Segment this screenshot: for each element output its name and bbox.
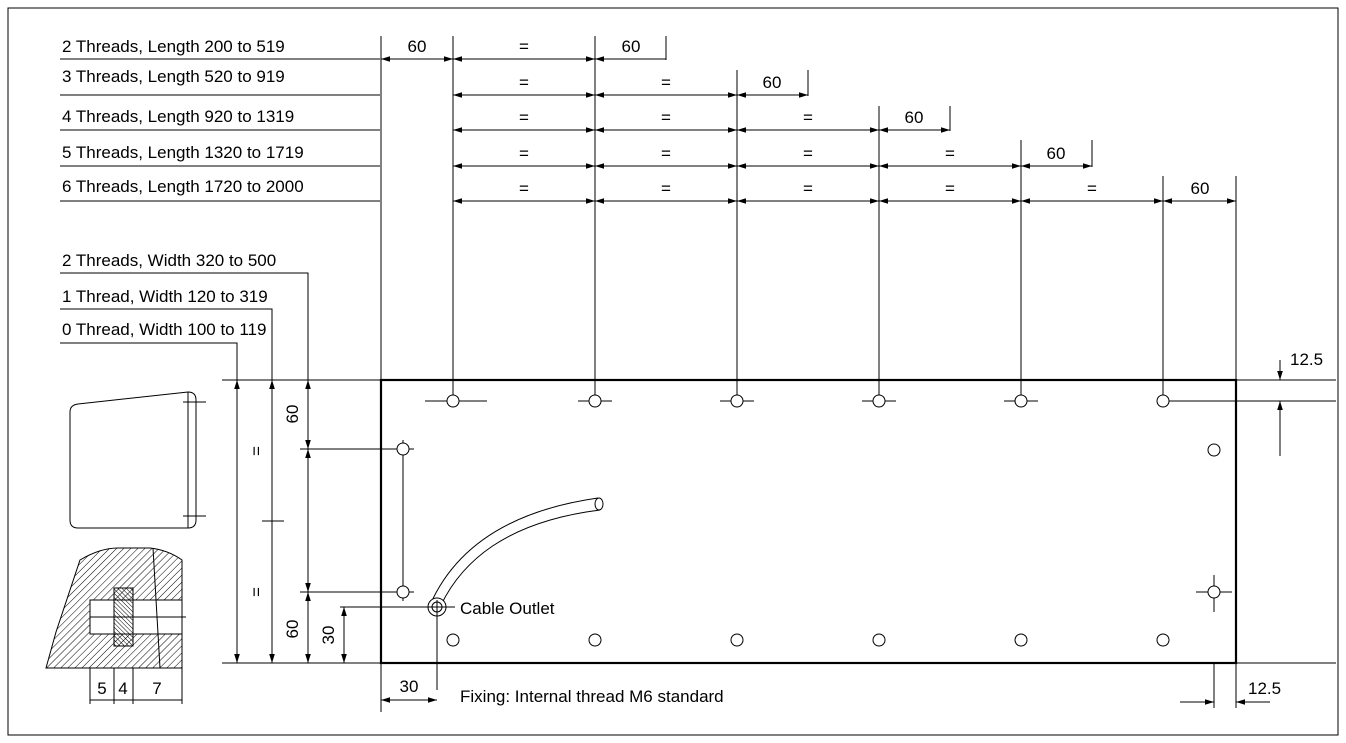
bottom-30-label: 30 bbox=[400, 677, 419, 696]
thread-hole bbox=[588, 394, 602, 408]
length-row-label-6: 6 Threads, Length 1720 to 2000 bbox=[62, 177, 304, 196]
length-dimension-arrows bbox=[381, 56, 1236, 204]
row6-seg-1: = bbox=[519, 179, 529, 198]
right-side-hole bbox=[1207, 443, 1221, 457]
row4-seg-4: 60 bbox=[905, 108, 924, 127]
section-dim-4: 4 bbox=[118, 679, 127, 698]
row5-seg-3: = bbox=[803, 144, 813, 163]
left-side-holes bbox=[300, 440, 414, 601]
row3-seg-1: = bbox=[519, 73, 529, 92]
top-12-5-label: 12.5 bbox=[1290, 350, 1323, 369]
row6-seg-5: = bbox=[1087, 179, 1097, 198]
row6-seg-4: = bbox=[945, 179, 955, 198]
row6-seg-2: = bbox=[661, 179, 671, 198]
drawing-frame bbox=[7, 7, 1339, 736]
section-view bbox=[45, 547, 186, 704]
section-dim-7: 7 bbox=[152, 679, 161, 698]
top-60-label: 60 bbox=[283, 405, 302, 424]
plate-outline bbox=[379, 378, 1238, 665]
bottom-thread-holes bbox=[446, 633, 1170, 647]
section-dim-5: 5 bbox=[97, 679, 106, 698]
right-side-hole bbox=[1207, 585, 1221, 599]
length-row-label-3: 3 Threads, Length 520 to 919 bbox=[62, 67, 285, 86]
fixing-note: Fixing: Internal thread M6 standard bbox=[460, 687, 724, 706]
length-row-label-2: 2 Threads, Length 200 to 519 bbox=[62, 37, 285, 56]
row5-seg-4: = bbox=[945, 144, 955, 163]
thread-hole bbox=[446, 394, 460, 408]
row4-seg-1: = bbox=[519, 108, 529, 127]
width-row-label-2: 2 Threads, Width 320 to 500 bbox=[62, 251, 276, 270]
row2-seg-2: 60 bbox=[622, 37, 641, 56]
right-dimensions bbox=[1180, 360, 1283, 708]
thread-hole bbox=[872, 394, 886, 408]
bottom-12-5-label: 12.5 bbox=[1248, 679, 1281, 698]
length-row-label-4: 4 Threads, Length 920 to 1319 bbox=[62, 107, 294, 126]
row5-seg-2: = bbox=[661, 144, 671, 163]
cable bbox=[340, 497, 604, 690]
row2-seg-1: = bbox=[519, 37, 529, 56]
bottom-60-label: 60 bbox=[283, 620, 302, 639]
width-row-label-0: 0 Thread, Width 100 to 119 bbox=[62, 320, 266, 339]
cable-30-label: 30 bbox=[319, 626, 338, 645]
edge-offset-label: 60 bbox=[408, 37, 427, 56]
row4-seg-2: = bbox=[661, 108, 671, 127]
equal-upper-label: = bbox=[247, 446, 266, 456]
row4-seg-3: = bbox=[803, 108, 813, 127]
side-profile-view bbox=[69, 391, 206, 529]
thread-hole bbox=[730, 394, 744, 408]
row3-seg-2: = bbox=[661, 73, 671, 92]
thread-hole bbox=[1014, 394, 1028, 408]
vertical-dimensions bbox=[234, 380, 347, 663]
cable-outlet-label: Cable Outlet bbox=[460, 599, 555, 618]
row6-seg-6: 60 bbox=[1191, 179, 1210, 198]
thread-hole bbox=[1156, 394, 1170, 408]
length-row-label-5: 5 Threads, Length 1320 to 1719 bbox=[62, 143, 304, 162]
width-rows: 2 Threads, Width 320 to 500 1 Thread, Wi… bbox=[60, 251, 309, 380]
row3-seg-3: 60 bbox=[763, 73, 782, 92]
equal-lower-label: = bbox=[247, 587, 266, 597]
length-rows: 2 Threads, Length 200 to 519 3 Threads, … bbox=[60, 37, 380, 202]
top-thread-holes bbox=[425, 394, 1170, 408]
extension-lines bbox=[380, 36, 1237, 398]
length-dimension-labels: 60 = 60 = = 60 = = = 60 = = = = 60 = = =… bbox=[408, 37, 1210, 198]
row5-seg-1: = bbox=[519, 144, 529, 163]
row5-seg-5: 60 bbox=[1047, 144, 1066, 163]
row6-seg-3: = bbox=[803, 179, 813, 198]
width-row-label-1: 1 Thread, Width 120 to 319 bbox=[62, 287, 268, 306]
